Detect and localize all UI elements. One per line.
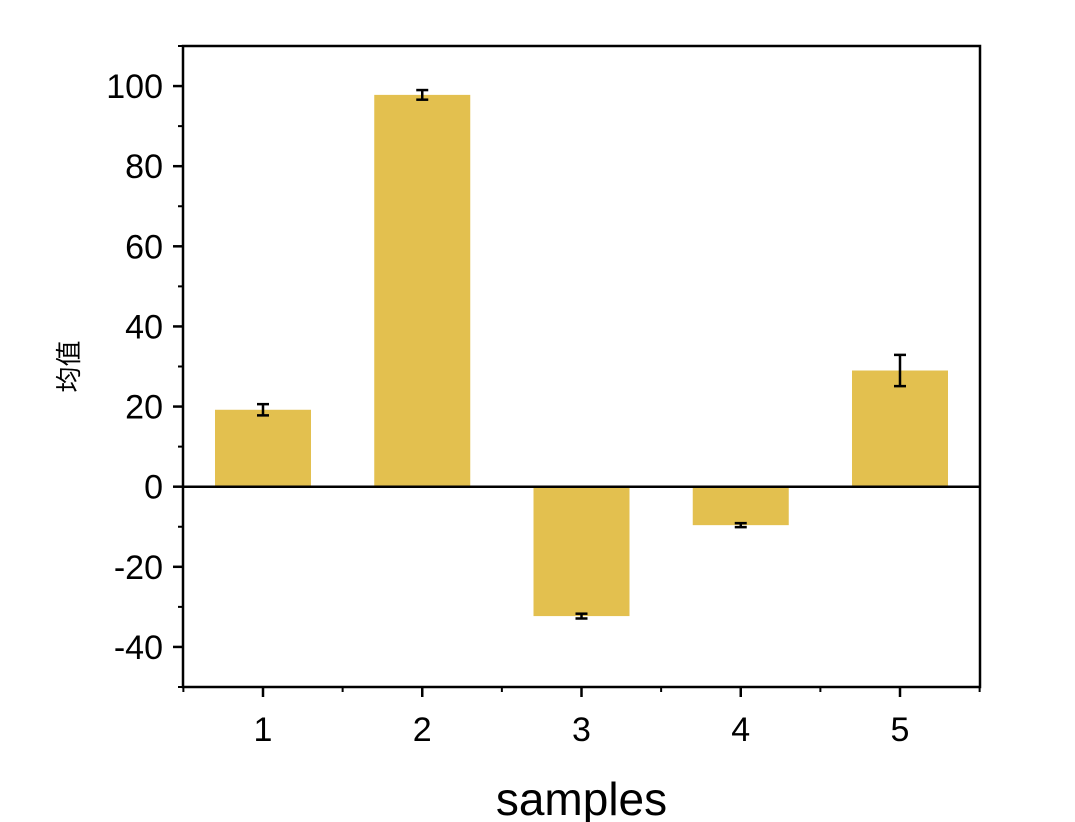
y-tick-label: 40: [125, 308, 163, 346]
x-tick-label: 5: [891, 711, 910, 749]
bar-4: [692, 486, 789, 526]
error-bar-4: [734, 521, 747, 529]
y-tick-label: 100: [106, 68, 163, 106]
error-bar-1: [257, 402, 269, 417]
bars-layer: [215, 94, 948, 617]
y-tick-label: 60: [125, 228, 163, 266]
x-tick-label: 4: [731, 711, 750, 749]
y-axis-title: 均值: [55, 340, 85, 392]
x-tick-label: 1: [254, 711, 273, 749]
bar-5: [852, 370, 948, 487]
error-bars-layer: [257, 88, 906, 620]
error-bar-2: [416, 88, 429, 101]
bar-2: [374, 94, 471, 487]
x-tick-label: 2: [413, 711, 432, 749]
x-axis-ticks: 1 2 3 4 5: [182, 687, 981, 749]
x-axis-title: samples: [496, 773, 667, 822]
bar-3: [533, 486, 630, 617]
y-tick-label: -20: [114, 549, 163, 587]
error-bar-3: [575, 612, 588, 620]
y-tick-label: 20: [125, 389, 163, 427]
error-bar-5: [894, 353, 906, 388]
x-tick-label: 3: [572, 711, 591, 749]
y-tick-label: 80: [125, 148, 163, 186]
y-axis-ticks: -40 -20 0 20 40 60 80 100: [106, 45, 183, 688]
y-tick-label: 0: [144, 469, 163, 507]
bar-1: [215, 409, 311, 487]
y-tick-label: -40: [114, 629, 163, 667]
